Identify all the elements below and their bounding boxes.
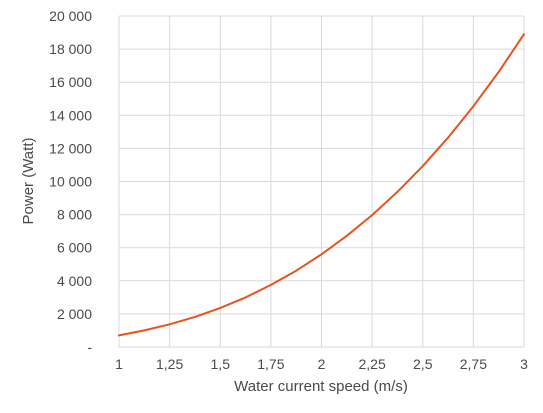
y-tick-label: 18 000 — [49, 41, 92, 57]
y-axis-ticks: - 2 000 4 000 6 000 8 000 10 000 12 000 14 000 1… — [49, 8, 92, 355]
x-tick-label: 1,5 — [211, 356, 231, 372]
x-tick-label: 1,75 — [257, 356, 284, 372]
y-tick-label: 4 000 — [57, 273, 92, 289]
y-tick-label: 10 000 — [49, 174, 92, 190]
x-tick-label: 2,75 — [460, 356, 487, 372]
x-tick-label: 2,5 — [413, 356, 433, 372]
y-tick-label: 2 000 — [57, 306, 92, 322]
y-tick-label: 8 000 — [57, 207, 92, 223]
x-tick-label: 2,25 — [359, 356, 386, 372]
x-tick-label: 1 — [115, 356, 123, 372]
y-tick-label: - — [87, 339, 92, 355]
y-tick-label: 14 000 — [49, 107, 92, 123]
series-line — [118, 33, 525, 337]
y-tick-label: 20 000 — [49, 8, 92, 24]
x-tick-label: 1,25 — [156, 356, 183, 372]
y-tick-label: 12 000 — [49, 140, 92, 156]
grid-lines — [118, 15, 525, 348]
y-tick-label: 16 000 — [49, 74, 92, 90]
y-axis-title: Power (Watt) — [20, 138, 37, 225]
y-tick-label: 6 000 — [57, 240, 92, 256]
x-tick-label: 3 — [520, 356, 528, 372]
x-axis-title: Water current speed (m/s) — [234, 378, 408, 395]
x-tick-label: 2 — [318, 356, 326, 372]
series-layer — [118, 33, 525, 337]
x-axis-ticks: 1 1,25 1,5 1,75 2 2,25 2,5 2,75 3 — [115, 356, 528, 372]
